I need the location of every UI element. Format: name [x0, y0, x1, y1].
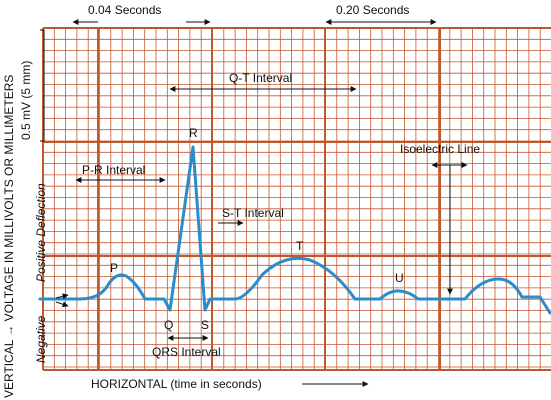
r-wave-label: R	[189, 126, 198, 140]
t-wave-label: T	[296, 239, 304, 253]
pr-interval: P-R Interval	[75, 163, 166, 183]
pr-interval-label: P-R Interval	[82, 163, 145, 177]
u-wave-label: U	[395, 271, 404, 285]
horizontal-axis: HORIZONTAL (time in seconds)	[91, 377, 369, 391]
q-wave-label: Q	[164, 318, 173, 332]
large-box-scale: 0.20 Seconds	[325, 3, 437, 25]
vertical-axis-label: VERTICAL → VOLTAGE IN MILLIVOLTS OR MILL…	[2, 75, 16, 398]
ecg-grid	[42, 27, 551, 371]
small-box-scale: 0.04 Seconds	[72, 3, 211, 25]
deflection-arrows	[55, 293, 69, 308]
st-interval-label: S-T Interval	[222, 206, 284, 220]
positive-deflection-label: Positive Deflection	[34, 183, 48, 282]
qrs-interval-label: QRS Interval	[152, 345, 221, 359]
isoelectric-line-label: Isoelectric Line	[400, 142, 480, 156]
qt-interval-label: Q-T Interval	[229, 71, 292, 85]
qrs-interval: QRS Interval	[152, 335, 221, 359]
large-box-time-label: 0.20 Seconds	[336, 3, 409, 17]
isoelectric-line: Isoelectric Line	[400, 142, 480, 295]
ecg-trace	[38, 145, 551, 315]
qt-interval: Q-T Interval	[169, 71, 357, 92]
amplitude-label: 0.5 mV (5 mm)	[19, 61, 33, 140]
small-box-time-label: 0.04 Seconds	[88, 3, 161, 17]
st-interval: S-T Interval	[218, 206, 284, 226]
p-wave-label: P	[110, 261, 118, 275]
s-wave-label: S	[201, 318, 209, 332]
horizontal-axis-label: HORIZONTAL (time in seconds)	[91, 377, 262, 391]
amplitude-scale: 0.5 mV (5 mm)	[19, 29, 45, 142]
negative-deflection-label: Negative	[34, 315, 48, 363]
